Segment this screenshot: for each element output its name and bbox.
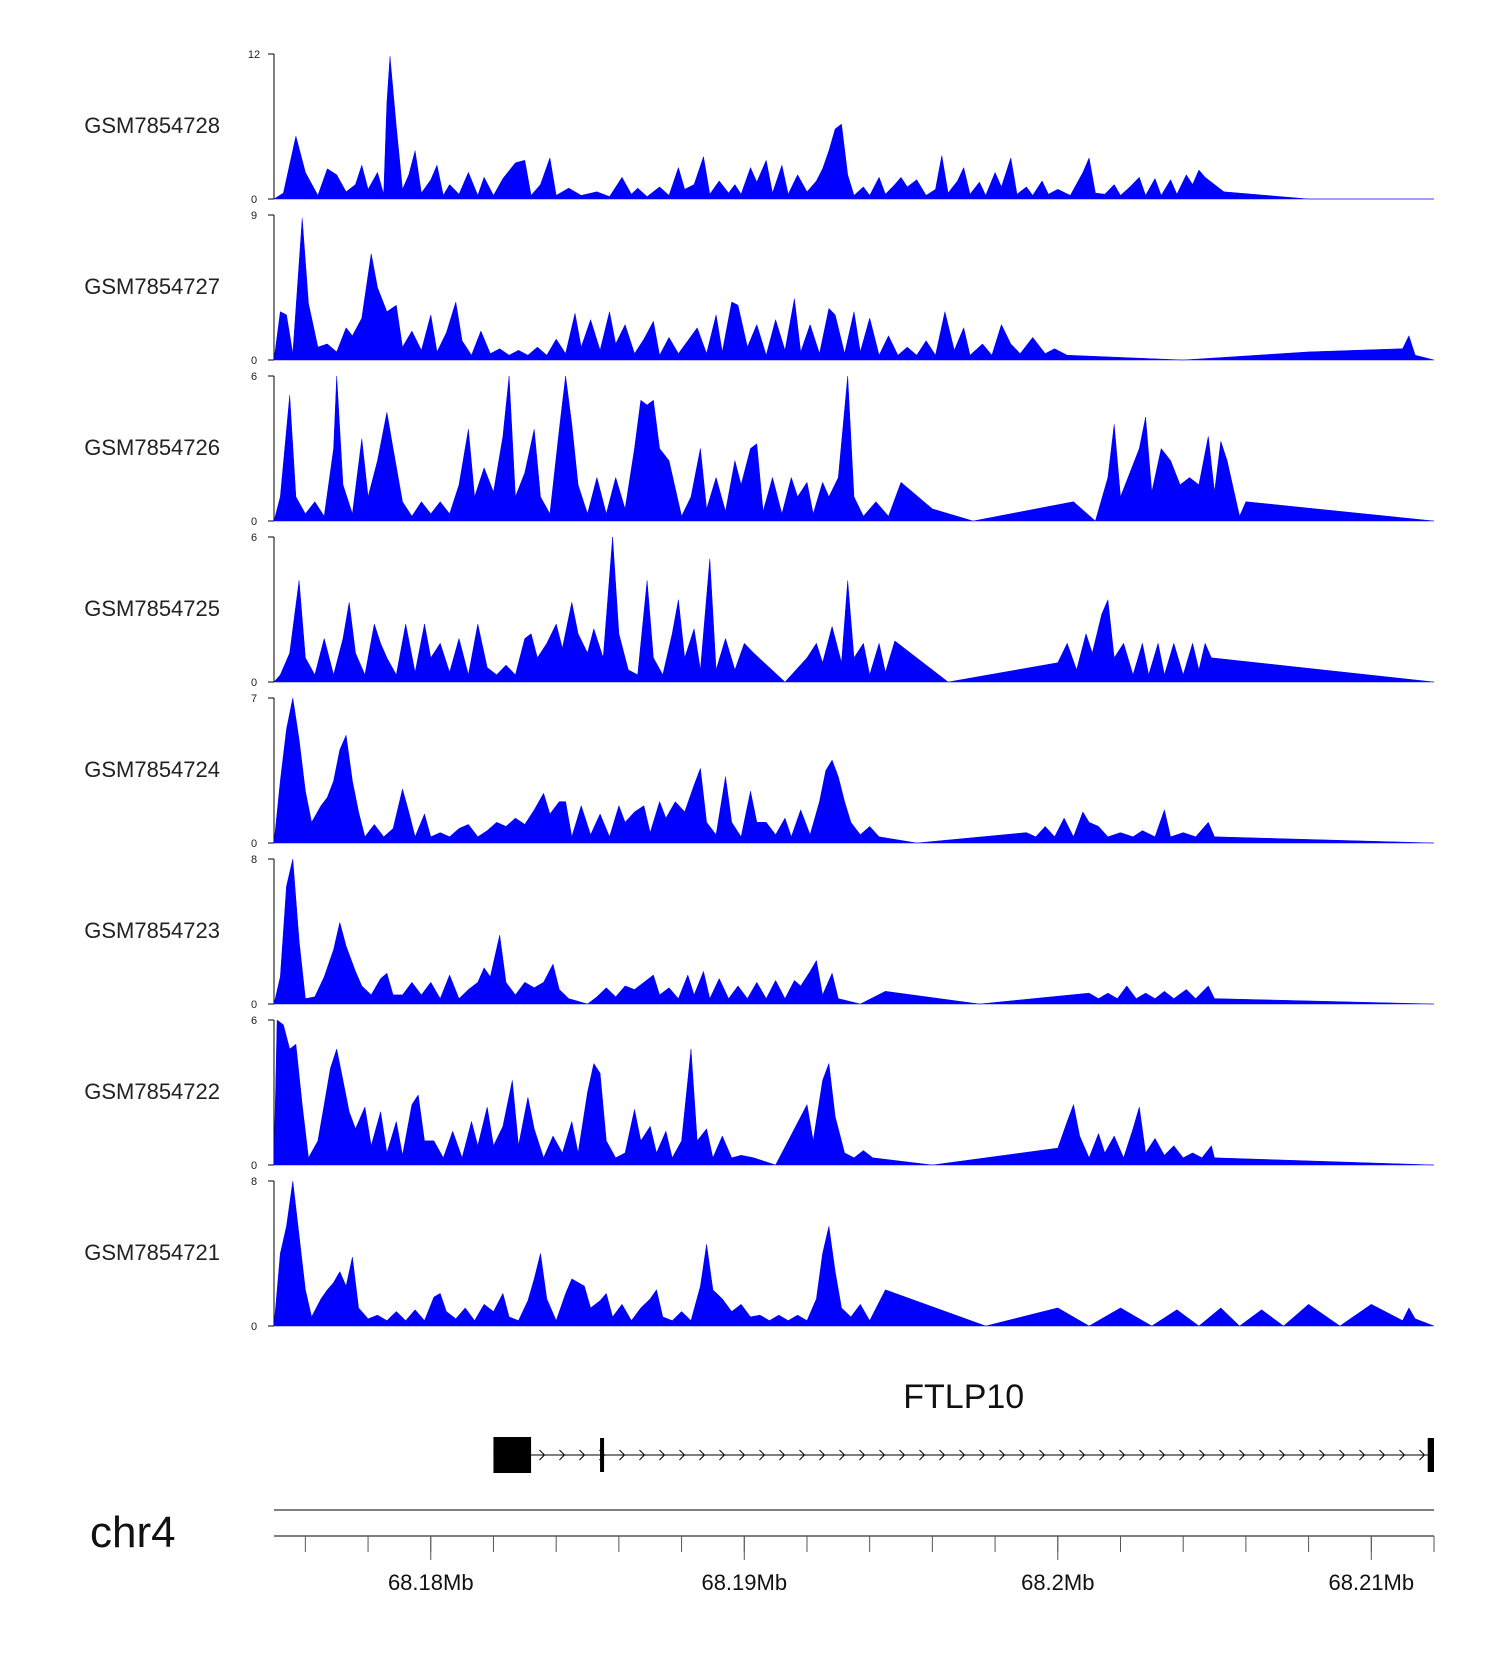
strand-arrow [1279,1449,1286,1461]
coverage-area [273,697,1435,844]
strand-arrow [759,1449,766,1461]
axis-tick-label: 68.19Mb [701,1570,787,1595]
y-max-label: 9 [251,210,257,222]
strand-arrow [639,1449,646,1461]
strand-arrow [1259,1449,1266,1461]
exon-block [1427,1438,1434,1472]
strand-arrow [1119,1449,1126,1461]
strand-arrow [799,1449,806,1461]
strand-arrow [939,1449,946,1461]
strand-arrow [559,1449,566,1461]
strand-arrow [1099,1449,1106,1461]
axis-tick-label: 68.21Mb [1328,1570,1414,1595]
exon-block [600,1438,605,1472]
strand-arrow [979,1449,986,1461]
track-GSM7854726: GSM7854726 6 0 [84,371,1435,528]
coverage-tracks: GSM7854728120GSM785472790GSM785472660GSM… [84,49,1435,1333]
track-GSM7854728: GSM7854728 12 0 [84,49,1434,206]
strand-arrow [1399,1449,1406,1461]
axis-tick-label: 68.18Mb [388,1570,474,1595]
strand-arrow [619,1449,626,1461]
strand-arrow [1139,1449,1146,1461]
strand-arrow [1319,1449,1326,1461]
gene-name-label: FTLP10 [903,1378,1024,1416]
strand-arrow [859,1449,866,1461]
coverage-area [273,56,1434,200]
track-label: GSM7854727 [84,274,220,299]
strand-arrow [1199,1449,1206,1461]
strand-arrow [899,1449,906,1461]
gene-track: FTLP10 [493,1378,1434,1473]
y-min-label: 0 [251,516,257,528]
track-label: GSM7854722 [84,1079,220,1104]
strand-arrow [659,1449,666,1461]
exon-block [493,1437,532,1473]
strand-arrow [879,1449,886,1461]
track-label: GSM7854724 [84,757,220,782]
y-max-label: 8 [251,854,257,866]
track-label: GSM7854723 [84,918,220,943]
strand-arrow [1359,1449,1366,1461]
y-max-label: 8 [251,1176,257,1188]
strand-arrow [1019,1449,1026,1461]
track-label: GSM7854721 [84,1240,220,1265]
strand-arrow [999,1449,1006,1461]
coverage-area [273,858,1435,1005]
coverage-area [273,1180,1435,1327]
y-min-label: 0 [251,999,257,1011]
track-GSM7854722: GSM7854722 6 0 [84,1015,1435,1172]
track-label: GSM7854726 [84,435,220,460]
strand-arrow [1419,1449,1426,1461]
track-GSM7854724: GSM7854724 7 0 [84,693,1435,850]
strand-arrow [1379,1449,1386,1461]
y-max-label: 6 [251,1015,257,1027]
strand-arrow [1299,1449,1306,1461]
strand-arrow [579,1449,586,1461]
strand-arrow [1339,1449,1346,1461]
y-min-label: 0 [251,838,257,850]
strand-arrow [539,1449,546,1461]
track-label: GSM7854728 [84,113,220,138]
coverage-area [273,536,1435,683]
strand-arrow [919,1449,926,1461]
track-GSM7854721: GSM7854721 8 0 [84,1176,1435,1333]
y-min-label: 0 [251,677,257,689]
y-min-label: 0 [251,194,257,206]
strand-arrow [1059,1449,1066,1461]
track-label: GSM7854725 [84,596,220,621]
strand-arrow [699,1449,706,1461]
strand-arrow [739,1449,746,1461]
coverage-area [273,218,1435,361]
genome-axis: chr4 68.18Mb 68.19Mb 68.2Mb 68.21Mb [90,1508,1435,1595]
strand-arrow [1039,1449,1046,1461]
y-min-label: 0 [251,1321,257,1333]
strand-arrow [819,1449,826,1461]
track-GSM7854723: GSM7854723 8 0 [84,854,1435,1011]
track-GSM7854727: GSM7854727 9 0 [84,210,1435,367]
strand-arrow [719,1449,726,1461]
y-max-label: 6 [251,532,257,544]
y-min-label: 0 [251,1160,257,1172]
y-min-label: 0 [251,355,257,367]
y-max-label: 6 [251,371,257,383]
y-max-label: 7 [251,693,257,705]
track-GSM7854725: GSM7854725 6 0 [84,532,1435,689]
coverage-area [273,375,1435,522]
strand-arrow [1239,1449,1246,1461]
y-max-label: 12 [248,49,260,61]
strand-arrow [1179,1449,1186,1461]
strand-arrow [1079,1449,1086,1461]
axis-tick-label: 68.2Mb [1021,1570,1094,1595]
strand-arrow [1159,1449,1166,1461]
strand-arrow [679,1449,686,1461]
chromosome-label: chr4 [90,1508,176,1557]
strand-arrow [959,1449,966,1461]
strand-arrow [779,1449,786,1461]
coverage-area [273,1019,1435,1166]
strand-arrow [839,1449,846,1461]
strand-arrow [1219,1449,1226,1461]
